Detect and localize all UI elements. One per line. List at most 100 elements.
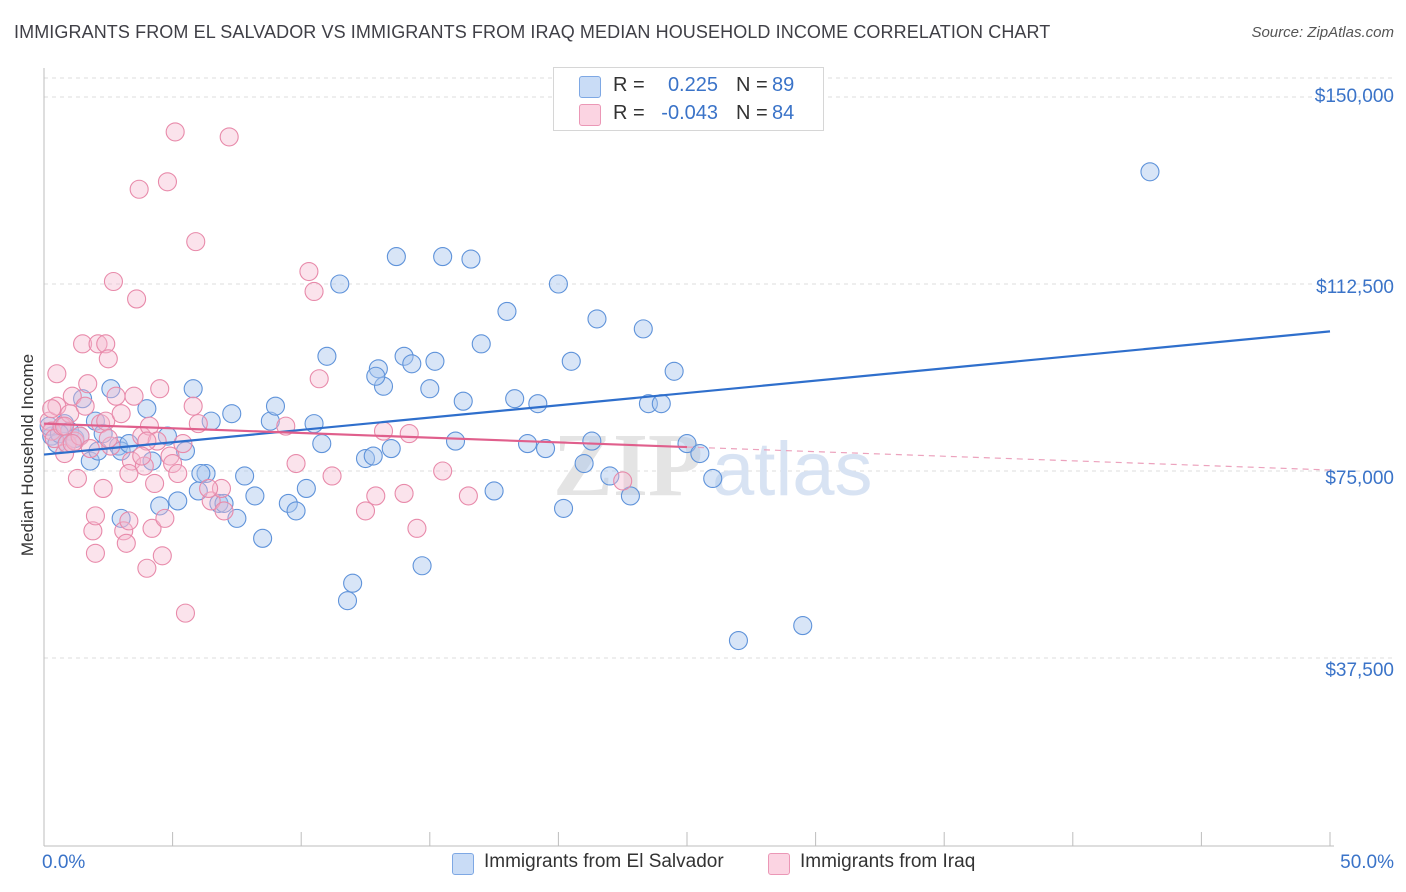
data-point [548,274,568,294]
data-point [260,411,280,431]
data-point [386,247,406,267]
data-point [677,434,697,454]
legend-r-label: R = [613,74,645,96]
data-point [343,573,363,593]
grid-lines [44,77,1395,659]
data-point [42,421,62,441]
watermark-zip: ZIP [553,416,703,515]
data-point [309,369,329,389]
stats-legend: R = 0.225 N = 89 R = -0.043 N = 84 [553,67,824,131]
data-point [453,391,473,411]
data-point [132,446,152,466]
data-point [322,466,342,486]
data-point [574,453,594,474]
data-point [201,491,221,511]
data-point [433,247,453,267]
legend-r-value: 0.225 [667,74,718,96]
data-point [168,491,188,511]
data-point [199,478,219,499]
data-point [222,404,242,424]
data-point [42,399,62,419]
data-point [62,386,82,406]
data-point [366,486,386,506]
data-point [101,436,121,456]
trend-lines [43,330,1331,471]
data-point [173,434,193,454]
data-point [129,179,149,199]
data-point [157,172,178,192]
data-point [75,396,95,416]
data-point [265,396,286,416]
data-point [175,603,196,623]
legend-r-label: R = [613,102,645,124]
data-point [85,506,105,526]
data-point [106,386,126,406]
data-point [461,249,481,269]
data-point [121,451,141,471]
data-point [62,434,82,454]
data-point [484,481,504,501]
y-tick-label: $37,500 [1325,660,1394,681]
legend-row-iraq: R = -0.043 N = 84 [554,100,823,128]
data-point [394,346,414,366]
y-tick-label: $150,000 [1314,86,1394,107]
data-point [793,616,813,636]
data-point [83,521,103,541]
data-point [330,274,350,294]
legend-n-value: 89 [772,74,795,96]
data-point [196,463,216,484]
data-point [620,486,640,506]
data-point [152,546,172,566]
data-point [286,453,306,474]
bottom-legend-swatch-blue [452,853,474,875]
bottom-legend-label: Immigrants from El Salvador [484,851,724,872]
data-point [214,501,234,521]
data-point [119,511,139,531]
data-point [517,434,538,454]
data-point [337,591,358,611]
data-point [127,289,147,309]
axes [43,68,1334,847]
x-tick-label-min: 0.0% [42,852,86,873]
y-axis-label: Median Household Income [18,353,37,557]
legend-n-value: 84 [772,102,795,124]
data-point [497,301,517,321]
trend-line-iraq [43,422,688,449]
data-point [528,394,548,414]
data-point [304,281,324,302]
data-point [703,468,723,489]
data-point [55,416,75,436]
data-point [245,486,265,506]
legend-n-label: N = [736,102,768,124]
x-tick-label-max: 50.0% [1340,852,1394,873]
data-point [91,414,111,434]
data-point [458,486,478,506]
source-label: Source: ZipAtlas.com [1251,24,1394,41]
data-point [93,478,113,499]
data-point [373,376,394,396]
data-point [47,364,67,384]
data-point [613,471,633,491]
data-point [147,431,167,451]
data-point [664,361,684,381]
data-point [381,439,401,459]
data-point [299,261,319,282]
data-point [407,518,427,538]
legend-row-el-salvador: R = 0.225 N = 89 [554,72,823,100]
data-point [78,374,98,394]
data-point [690,443,710,464]
data-point [124,386,144,406]
bottom-legend-swatch-pink [768,853,790,875]
data-point [471,334,491,354]
data-point [561,351,581,371]
data-point [114,521,134,541]
data-point [96,334,116,354]
data-point [219,127,239,147]
data-point [165,122,185,142]
data-point [587,309,607,329]
legend-r-value: -0.043 [661,102,718,124]
data-point [98,349,118,369]
series-el-salvador [39,162,1160,651]
data-point [394,483,414,503]
